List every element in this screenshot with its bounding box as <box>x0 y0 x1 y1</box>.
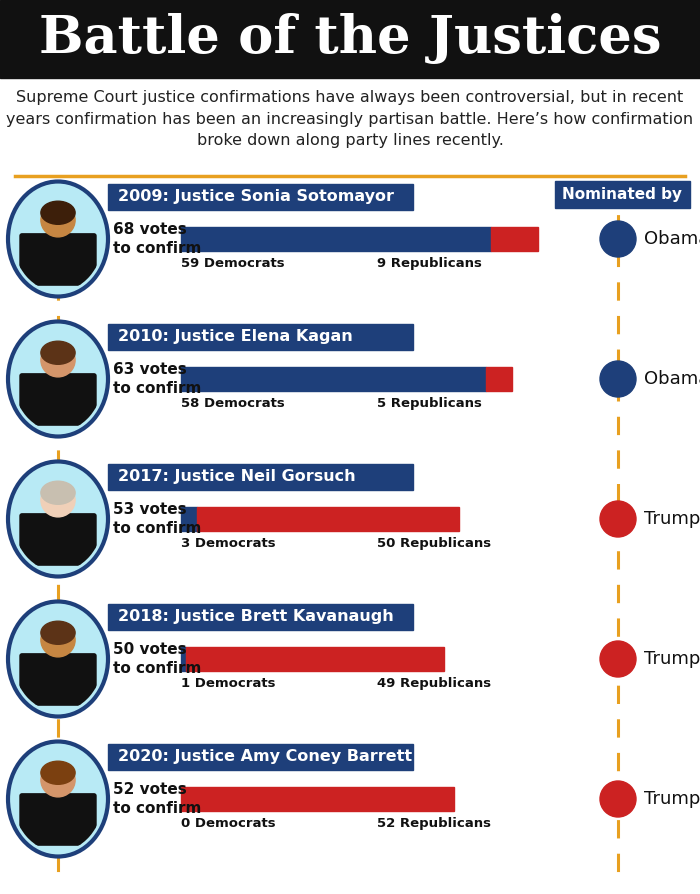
Text: Obama: Obama <box>644 370 700 388</box>
Text: 3 Democrats: 3 Democrats <box>181 537 276 550</box>
FancyBboxPatch shape <box>181 507 197 531</box>
Ellipse shape <box>41 343 75 377</box>
Text: 1 Democrats: 1 Democrats <box>181 677 276 690</box>
FancyBboxPatch shape <box>197 507 459 531</box>
Text: 2009: Justice Sonia Sotomayor: 2009: Justice Sonia Sotomayor <box>118 190 394 205</box>
Text: 0 Democrats: 0 Democrats <box>181 817 276 830</box>
FancyBboxPatch shape <box>555 181 690 208</box>
Ellipse shape <box>41 481 75 504</box>
Ellipse shape <box>600 501 636 537</box>
Ellipse shape <box>41 761 75 784</box>
Text: 52 votes
to confirm: 52 votes to confirm <box>113 781 202 816</box>
Ellipse shape <box>8 322 108 436</box>
Ellipse shape <box>41 763 75 797</box>
FancyBboxPatch shape <box>181 227 491 251</box>
FancyBboxPatch shape <box>181 647 186 671</box>
FancyBboxPatch shape <box>20 514 96 565</box>
Ellipse shape <box>8 181 108 297</box>
Ellipse shape <box>600 221 636 257</box>
Text: Trump: Trump <box>644 790 700 808</box>
Text: Trump: Trump <box>644 650 700 668</box>
Ellipse shape <box>600 361 636 397</box>
Ellipse shape <box>600 781 636 817</box>
Text: Battle of the Justices: Battle of the Justices <box>38 13 661 64</box>
Ellipse shape <box>600 641 636 677</box>
FancyBboxPatch shape <box>186 647 444 671</box>
Ellipse shape <box>41 623 75 657</box>
Text: Trump: Trump <box>644 510 700 528</box>
Ellipse shape <box>8 461 108 577</box>
Ellipse shape <box>8 741 108 856</box>
Ellipse shape <box>41 203 75 237</box>
Text: Obama: Obama <box>644 230 700 248</box>
FancyBboxPatch shape <box>20 794 96 845</box>
Text: 50 votes
to confirm: 50 votes to confirm <box>113 642 202 677</box>
Text: Nominated by: Nominated by <box>563 187 682 202</box>
FancyBboxPatch shape <box>108 324 413 350</box>
Ellipse shape <box>41 484 75 517</box>
Ellipse shape <box>13 746 103 851</box>
FancyBboxPatch shape <box>0 0 700 78</box>
FancyBboxPatch shape <box>108 744 413 770</box>
Text: 58 Democrats: 58 Democrats <box>181 397 285 410</box>
Text: 49 Republicans: 49 Republicans <box>377 677 491 690</box>
Text: 53 votes
to confirm: 53 votes to confirm <box>113 502 202 536</box>
Text: 68 votes
to confirm: 68 votes to confirm <box>113 222 202 257</box>
Text: 52 Republicans: 52 Republicans <box>377 817 491 830</box>
FancyBboxPatch shape <box>486 367 512 391</box>
FancyBboxPatch shape <box>491 227 538 251</box>
Ellipse shape <box>13 187 103 291</box>
Ellipse shape <box>8 602 108 716</box>
FancyBboxPatch shape <box>108 464 413 490</box>
FancyBboxPatch shape <box>181 367 486 391</box>
FancyBboxPatch shape <box>20 654 96 705</box>
FancyBboxPatch shape <box>108 184 413 210</box>
Text: 2017: Justice Neil Gorsuch: 2017: Justice Neil Gorsuch <box>118 469 356 485</box>
Ellipse shape <box>13 606 103 712</box>
Text: 2018: Justice Brett Kavanaugh: 2018: Justice Brett Kavanaugh <box>118 610 393 625</box>
FancyBboxPatch shape <box>20 234 96 285</box>
Ellipse shape <box>41 621 75 645</box>
FancyBboxPatch shape <box>108 604 413 630</box>
Text: 59 Democrats: 59 Democrats <box>181 257 285 270</box>
Ellipse shape <box>41 342 75 364</box>
Text: 63 votes
to confirm: 63 votes to confirm <box>113 361 202 396</box>
Text: Supreme Court justice confirmations have always been controversial, but in recen: Supreme Court justice confirmations have… <box>6 90 694 148</box>
Text: 2010: Justice Elena Kagan: 2010: Justice Elena Kagan <box>118 330 353 344</box>
Text: 5 Republicans: 5 Republicans <box>377 397 482 410</box>
Text: 2020: Justice Amy Coney Barrett: 2020: Justice Amy Coney Barrett <box>118 749 412 764</box>
Text: 9 Republicans: 9 Republicans <box>377 257 482 270</box>
Ellipse shape <box>41 201 75 224</box>
Ellipse shape <box>13 467 103 571</box>
FancyBboxPatch shape <box>20 374 96 426</box>
Text: 50 Republicans: 50 Republicans <box>377 537 491 550</box>
FancyBboxPatch shape <box>181 787 454 811</box>
Ellipse shape <box>13 326 103 432</box>
